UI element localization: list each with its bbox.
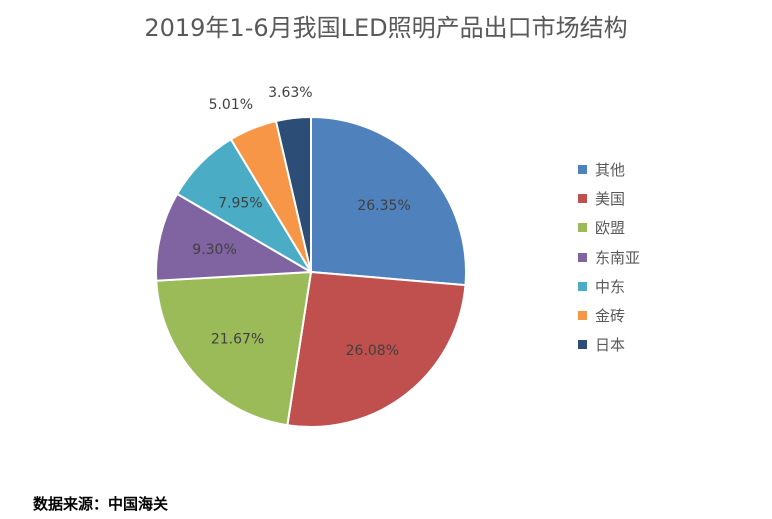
legend-swatch bbox=[578, 165, 587, 175]
legend-swatch bbox=[578, 340, 587, 350]
data-label: 5.01% bbox=[209, 97, 253, 113]
legend-swatch bbox=[578, 194, 587, 204]
data-label: 21.67% bbox=[211, 332, 264, 348]
source-note: 数据来源：中国海关 bbox=[33, 495, 169, 513]
data-label: 26.35% bbox=[357, 198, 410, 214]
legend-item: 金砖 bbox=[578, 301, 640, 330]
data-label: 9.30% bbox=[192, 242, 236, 258]
legend-item: 东南亚 bbox=[578, 243, 640, 272]
legend-swatch bbox=[578, 311, 587, 321]
chart-title: 2019年1-6月我国LED照明产品出口市场结构 bbox=[144, 14, 628, 42]
legend-swatch bbox=[578, 281, 587, 291]
legend-label: 金砖 bbox=[595, 307, 626, 326]
legend-item: 日本 bbox=[578, 330, 640, 359]
legend-item: 欧盟 bbox=[578, 213, 640, 242]
pie-slice-6 bbox=[274, 115, 312, 273]
legend-item: 其他 bbox=[578, 155, 640, 184]
legend: 其他美国欧盟东南亚中东金砖日本 bbox=[578, 155, 640, 359]
data-label: 3.63% bbox=[268, 85, 312, 101]
legend-label: 欧盟 bbox=[595, 219, 626, 238]
data-label: 26.08% bbox=[346, 343, 399, 359]
pie-slice-2 bbox=[155, 270, 313, 427]
legend-swatch bbox=[578, 252, 587, 262]
legend-swatch bbox=[578, 223, 587, 233]
legend-label: 东南亚 bbox=[595, 248, 641, 267]
legend-label: 美国 bbox=[595, 190, 626, 209]
legend-label: 日本 bbox=[595, 336, 626, 355]
data-label: 7.95% bbox=[218, 195, 262, 211]
legend-item: 美国 bbox=[578, 184, 640, 213]
legend-label: 中东 bbox=[595, 277, 626, 296]
pie-slice-0 bbox=[310, 115, 467, 287]
pie-slice-3 bbox=[155, 192, 315, 282]
legend-item: 中东 bbox=[578, 272, 640, 301]
pie-slice-1 bbox=[286, 270, 467, 428]
legend-label: 其他 bbox=[595, 161, 626, 180]
